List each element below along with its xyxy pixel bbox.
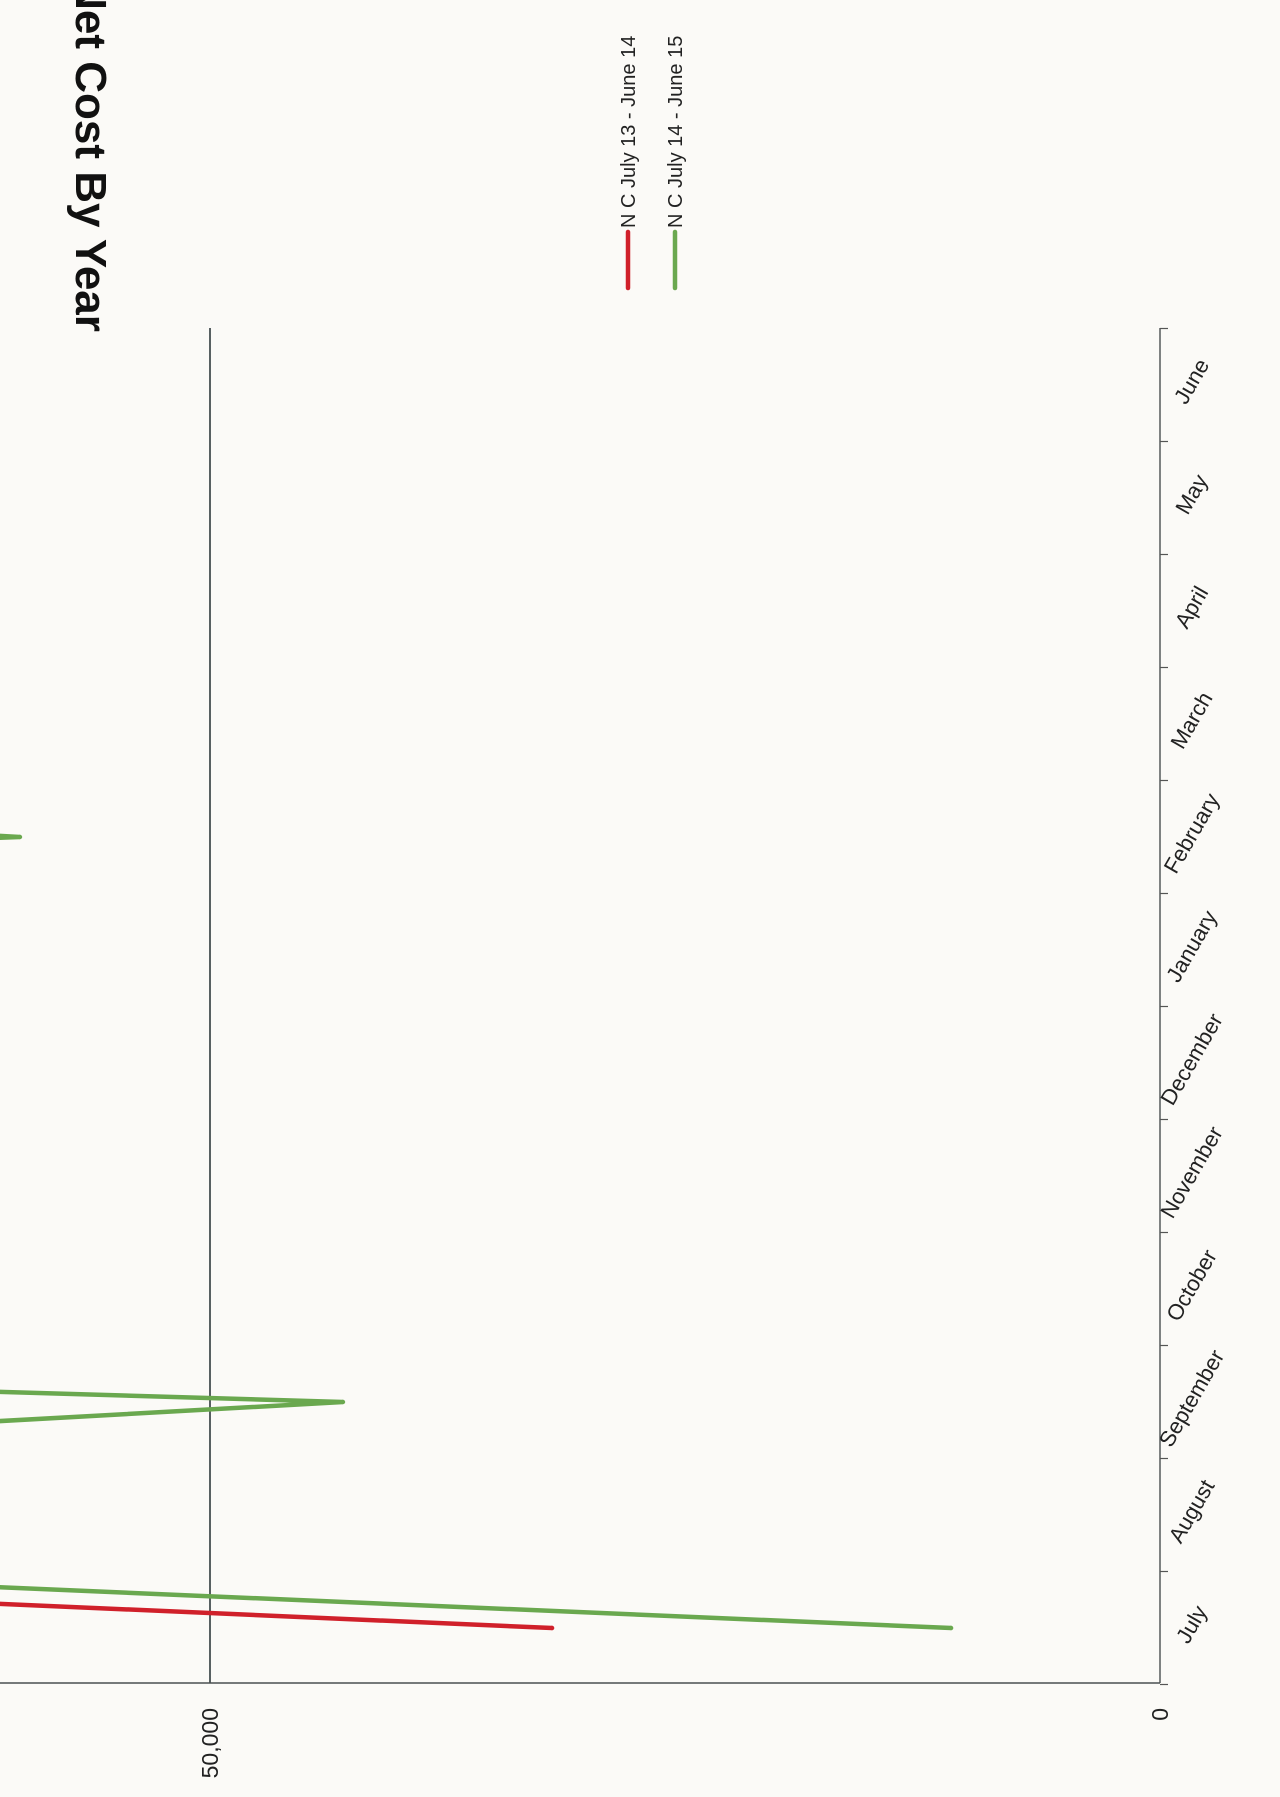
legend-label: N C July 14 - June 15 [665, 36, 687, 228]
legend-label: N C July 13 - June 14 [618, 36, 640, 228]
series-line-2 [0, 833, 954, 1631]
y-tick-label: 50,000 [197, 1708, 223, 1778]
y-tick-label: 0 [1147, 1708, 1173, 1721]
category-label: June [1169, 354, 1215, 408]
category-label: March [1165, 688, 1217, 753]
gridlines [209, 328, 211, 1683]
legend: N C July 13 - June 14 N C July 14 - June … [618, 36, 687, 291]
category-label: May [1170, 470, 1212, 518]
category-label: August [1164, 1475, 1220, 1547]
category-label: December [1155, 1009, 1227, 1109]
axes: 050,000100,000150,000200,000250,000300,0… [0, 327, 1229, 1778]
data-point [549, 1625, 555, 1631]
category-label: January [1161, 906, 1222, 986]
category-label: April [1170, 582, 1214, 633]
category-label: October [1161, 1245, 1222, 1325]
series-layer [0, 833, 954, 1631]
chart-title: Net Cost By Year [66, 0, 115, 332]
series-line-1 [0, 1601, 555, 1631]
category-label: November [1155, 1122, 1227, 1222]
data-point [340, 1399, 346, 1405]
category-label: February [1159, 789, 1225, 878]
category-label: September [1154, 1345, 1229, 1451]
category-label: July [1171, 1601, 1212, 1647]
data-point [948, 1625, 954, 1631]
data-point [17, 834, 23, 840]
